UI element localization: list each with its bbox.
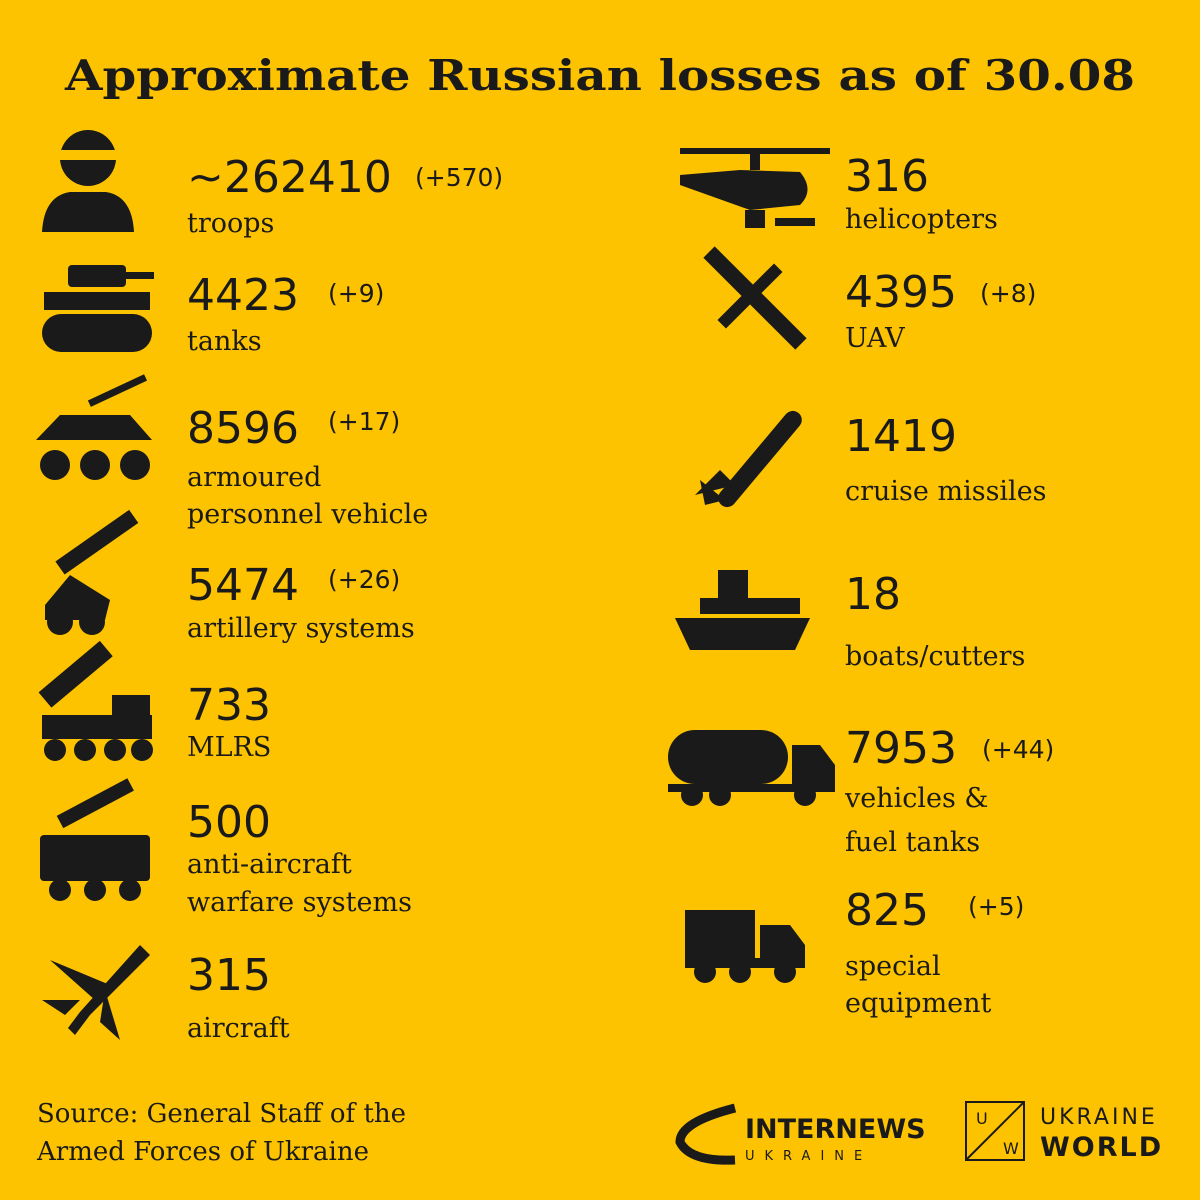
item-label: anti-aircraft <box>187 849 352 880</box>
uw-letter: U <box>976 1109 988 1128</box>
item-label: artillery systems <box>187 613 415 644</box>
icon-helicopter <box>680 148 830 228</box>
title: Approximate Russian losses as of 30.08 <box>64 51 1135 100</box>
uw-diagonal <box>965 1101 1025 1161</box>
item-value: 733 <box>187 680 271 731</box>
internews-mark <box>675 1103 737 1165</box>
item-label: armoured <box>187 462 321 493</box>
item-value: 4423 <box>187 270 299 321</box>
item-label: MLRS <box>187 732 271 763</box>
icon-boat <box>675 570 810 650</box>
source-line: Armed Forces of Ukraine <box>36 1137 369 1167</box>
item-value: 1419 <box>845 411 957 462</box>
internews-sub: UKRAINE <box>745 1149 872 1164</box>
item-value: 500 <box>187 797 271 848</box>
icon-aircraft <box>42 945 150 1040</box>
item-label: warfare systems <box>187 887 412 918</box>
icon-mlrs <box>38 640 153 761</box>
item-value: 7953 <box>845 723 957 774</box>
item-change: (+44) <box>982 735 1054 764</box>
icon-anti-aircraft <box>40 778 150 901</box>
item-value: ~262410 <box>187 152 392 203</box>
item-change: (+9) <box>328 279 384 308</box>
item-label: tanks <box>187 326 262 357</box>
item-label: aircraft <box>187 1013 290 1044</box>
uw-text: WORLD <box>1040 1132 1163 1163</box>
item-label: equipment <box>845 988 992 1019</box>
uw-letter: W <box>1003 1139 1019 1158</box>
item-value: 18 <box>845 569 901 620</box>
uw-text: UKRAINE <box>1040 1105 1158 1130</box>
item-value: 8596 <box>187 403 299 454</box>
icon-fuel-truck <box>668 730 835 806</box>
icon-missile <box>695 410 802 508</box>
icon-troops <box>42 130 134 232</box>
item-label: helicopters <box>845 204 998 235</box>
item-label: cruise missiles <box>845 476 1047 507</box>
icon-special-truck <box>685 910 805 983</box>
icon-tank <box>42 265 154 352</box>
item-value: 5474 <box>187 560 299 611</box>
uw-box <box>965 1101 1025 1161</box>
icons <box>36 130 835 1040</box>
item-value: 316 <box>845 151 929 202</box>
source-line: Source: General Staff of the <box>37 1099 406 1129</box>
item-change: (+8) <box>980 279 1036 308</box>
item-change: (+17) <box>328 407 400 436</box>
icon-apc <box>36 374 152 480</box>
item-label: troops <box>187 208 274 239</box>
item-value: 4395 <box>845 267 957 318</box>
item-value: 315 <box>187 950 271 1001</box>
item-label: UAV <box>845 323 905 354</box>
item-label: boats/cutters <box>845 641 1025 672</box>
item-label: personnel vehicle <box>187 499 428 530</box>
item-label: vehicles & <box>844 783 988 814</box>
item-label: special <box>845 951 941 982</box>
item-change: (+5) <box>968 892 1024 921</box>
items: ~262410 (+570) troops 4423 (+9) tanks 8596 (+17… <box>187 151 1054 1044</box>
icon-uav <box>703 246 807 350</box>
item-change: (+26) <box>328 565 400 594</box>
item-change: (+570) <box>415 163 503 192</box>
item-label: fuel tanks <box>845 827 980 858</box>
internews-name: INTERNEWS <box>745 1114 926 1145</box>
item-value: 825 <box>845 885 929 936</box>
icon-artillery <box>45 509 139 635</box>
